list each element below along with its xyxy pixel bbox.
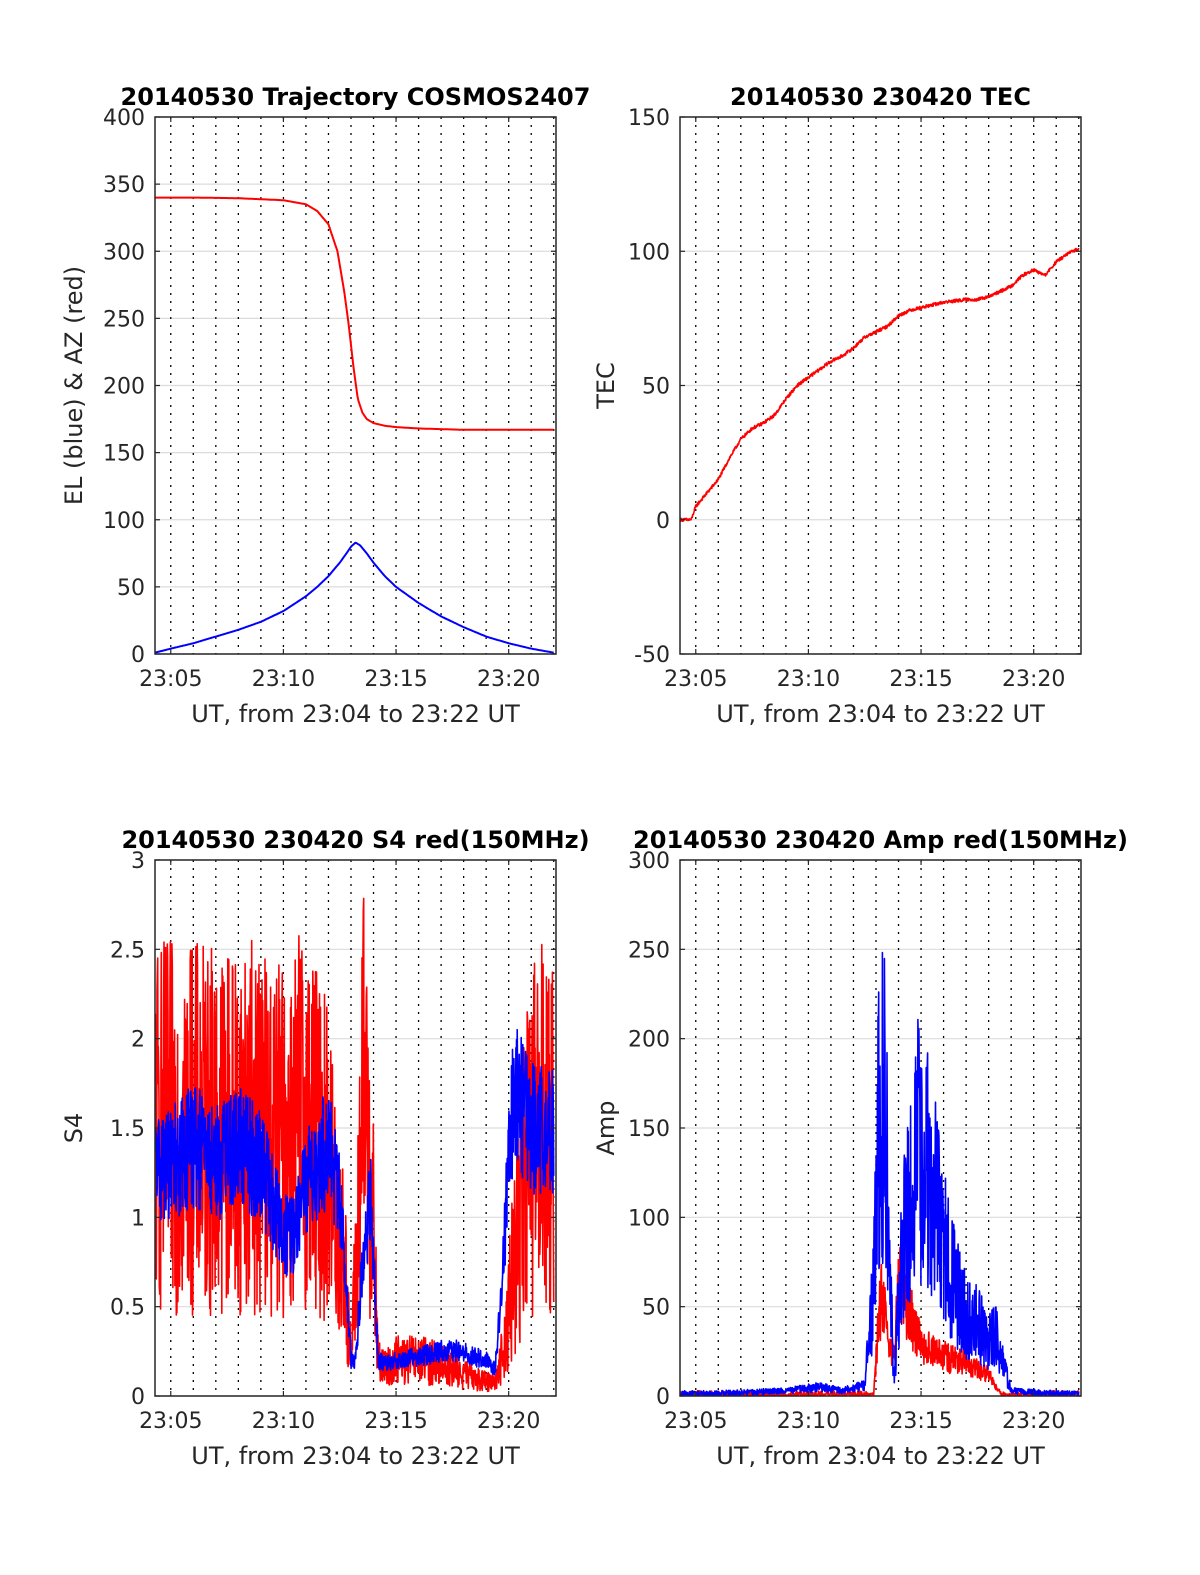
y-tick-label: 400 (103, 106, 145, 131)
chart-title: 20140530 230420 S4 red(150MHz) (121, 826, 589, 854)
y-axis-label: S4 (60, 1113, 88, 1144)
y-tick-label: 200 (628, 1028, 670, 1053)
series-1-line (155, 897, 555, 1393)
y-tick-label: 100 (628, 240, 670, 265)
y-tick-label: 100 (103, 509, 145, 534)
series-1-line (680, 247, 1080, 523)
x-axis-label: UT, from 23:04 to 23:22 UT (716, 1442, 1045, 1470)
x-tick-label: 23:10 (777, 667, 840, 692)
y-tick-label: 200 (103, 375, 145, 400)
series-2-line (155, 541, 554, 654)
x-axis-label: UT, from 23:04 to 23:22 UT (716, 700, 1045, 728)
y-tick-label: 50 (642, 375, 670, 400)
chart-title: 20140530 230420 TEC (730, 83, 1031, 111)
x-tick-label: 23:10 (777, 1409, 840, 1434)
chart-2: -50 0 50 100 150 23:05 23:10 23:15 23:20 UT, from… (592, 83, 1082, 728)
chart-title: 20140530 230420 Amp red(150MHz) (633, 826, 1128, 854)
y-tick-label: 2.5 (110, 938, 145, 963)
y-axis-label: Amp (592, 1100, 620, 1155)
y-axis-label: TEC (592, 362, 620, 410)
y-tick-label: 0 (656, 509, 670, 534)
y-tick-label: 0 (656, 1385, 670, 1410)
y-tick-label: 0.5 (110, 1296, 145, 1321)
x-tick-label: 23:10 (252, 667, 315, 692)
series-1-line (155, 196, 554, 431)
x-tick-label: 23:20 (1002, 667, 1065, 692)
y-tick-label: 100 (628, 1206, 670, 1231)
y-tick-label: 0 (131, 643, 145, 668)
y-tick-label: 2 (131, 1028, 145, 1053)
x-tick-label: 23:05 (664, 667, 727, 692)
y-tick-label: 50 (117, 576, 145, 601)
y-tick-label: 1.5 (110, 1117, 145, 1142)
y-tick-label: 150 (628, 1117, 670, 1142)
chart-3: 0 0.5 1 1.5 2 2.5 3 23:05 23:10 23:15 23:20 UT, fro… (60, 826, 590, 1470)
x-tick-label: 23:05 (139, 1409, 202, 1434)
x-tick-label: 23:20 (1002, 1409, 1065, 1434)
x-axis-label: UT, from 23:04 to 23:22 UT (191, 700, 520, 728)
series-2-line (155, 1028, 555, 1376)
y-tick-label: 0 (131, 1385, 145, 1410)
x-tick-label: 23:15 (364, 667, 427, 692)
y-tick-label: 50 (642, 1296, 670, 1321)
x-tick-label: 23:15 (889, 667, 952, 692)
x-tick-label: 23:20 (477, 667, 540, 692)
y-axis-label: EL (blue) & AZ (red) (60, 266, 88, 505)
y-tick-label: 150 (628, 106, 670, 131)
y-tick-label: 250 (103, 307, 145, 332)
y-tick-label: -50 (634, 643, 670, 668)
chart-4: 0 50 100 150 200 250 300 23:05 23:10 23:15 23:20 UT… (592, 826, 1128, 1470)
x-axis-label: UT, from 23:04 to 23:22 UT (191, 1442, 520, 1470)
y-tick-label: 300 (628, 849, 670, 874)
x-tick-label: 23:20 (477, 1409, 540, 1434)
series-2-line (680, 951, 1080, 1396)
y-tick-label: 150 (103, 442, 145, 467)
y-tick-label: 1 (131, 1206, 145, 1231)
y-tick-label: 300 (103, 240, 145, 265)
x-tick-label: 23:10 (252, 1409, 315, 1434)
x-tick-label: 23:15 (889, 1409, 952, 1434)
chart-title: 20140530 Trajectory COSMOS2407 (121, 83, 591, 111)
chart-1: 0 50 100 150 200 250 300 350 400 23:05 23:10 23:15 2… (60, 83, 590, 728)
y-tick-label: 350 (103, 173, 145, 198)
y-tick-label: 3 (131, 849, 145, 874)
y-tick-label: 250 (628, 938, 670, 963)
x-tick-label: 23:05 (664, 1409, 727, 1434)
x-tick-label: 23:05 (139, 667, 202, 692)
x-tick-label: 23:15 (364, 1409, 427, 1434)
